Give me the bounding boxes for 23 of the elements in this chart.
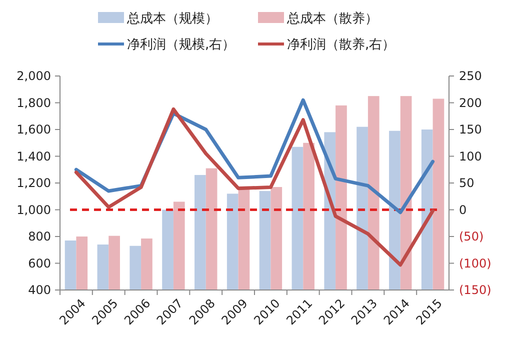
y2-tick-label: (150) [459, 283, 492, 298]
y2-tick-label: 0 [459, 202, 467, 217]
y2-tick-label: (50) [459, 230, 484, 244]
legend-label: 总成本（规模） [126, 12, 218, 27]
legend-label: 净利润（散养,右） [287, 36, 396, 53]
y2-tick-label: (100) [459, 256, 492, 270]
y-tick-label: 1,600 [16, 122, 51, 137]
y2-tick-label: 100 [459, 149, 482, 164]
y2-tick-label: 250 [459, 69, 482, 84]
y-tick-label: 1,000 [16, 202, 51, 217]
y-tick-label: 600 [28, 256, 51, 270]
y-tick-label: 800 [28, 230, 51, 244]
y2-tick-label: 150 [459, 122, 482, 137]
legend-label: 总成本（散养） [286, 10, 378, 27]
y-tick-label: 2,000 [16, 69, 51, 84]
y-tick-label: 1,200 [16, 176, 51, 190]
y2-tick-label: 200 [459, 96, 482, 110]
y-tick-label: 1,400 [16, 149, 51, 164]
y2-tick-label: 50 [459, 176, 474, 190]
line-series [74, 107, 435, 267]
legend-label: 净利润（规模,右） [127, 38, 236, 53]
y-tick-label: 1,800 [16, 96, 51, 110]
y-tick-label: 400 [28, 283, 51, 298]
